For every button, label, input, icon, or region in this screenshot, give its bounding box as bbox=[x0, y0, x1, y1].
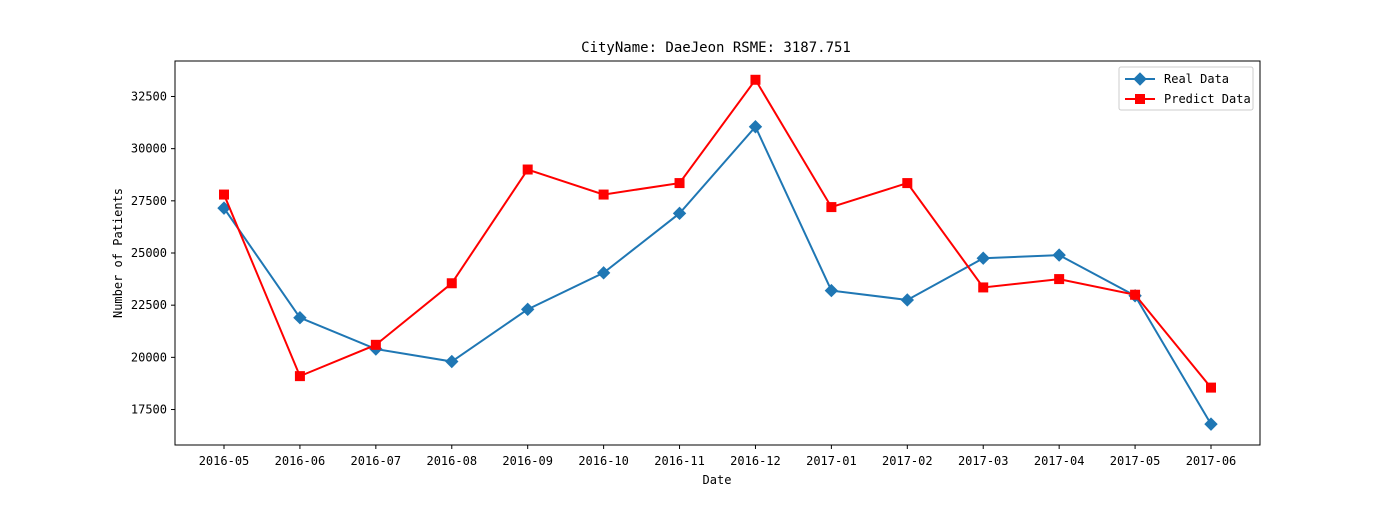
y-tick-label: 17500 bbox=[131, 403, 167, 417]
x-tick-label: 2016-12 bbox=[730, 454, 781, 468]
predict-data-point bbox=[598, 189, 609, 200]
x-tick-label: 2016-10 bbox=[578, 454, 629, 468]
real-data-point bbox=[1052, 248, 1066, 262]
predict-data-point bbox=[1130, 289, 1141, 300]
x-tick-label: 2016-08 bbox=[426, 454, 477, 468]
y-tick-label: 25000 bbox=[131, 246, 167, 260]
y-tick-label: 32500 bbox=[131, 89, 167, 103]
plot-frame bbox=[174, 60, 1261, 446]
x-tick-label: 2017-02 bbox=[882, 454, 933, 468]
x-tick-label: 2016-06 bbox=[275, 454, 326, 468]
x-tick-label: 2016-05 bbox=[199, 454, 250, 468]
real-data-point bbox=[824, 283, 839, 298]
x-tick-label: 2017-03 bbox=[958, 454, 1009, 468]
y-axis-title: Number of Patients bbox=[111, 188, 125, 318]
predict-data-point bbox=[750, 74, 761, 85]
real-data-point bbox=[1204, 417, 1218, 431]
x-tick-label: 2017-05 bbox=[1110, 454, 1161, 468]
legend-marker-real-data bbox=[1133, 72, 1147, 86]
x-tick-label: 2017-01 bbox=[806, 454, 857, 468]
x-axis-title: Date bbox=[703, 473, 732, 487]
legend-marker-predict-data bbox=[1135, 94, 1145, 104]
predict-data-point bbox=[370, 339, 381, 350]
x-tick-label: 2016-09 bbox=[502, 454, 553, 468]
real-data-line bbox=[223, 124, 1212, 425]
y-tick-label: 20000 bbox=[131, 350, 167, 364]
real-data-point bbox=[672, 206, 687, 221]
predict-data-point bbox=[522, 164, 533, 175]
predict-data-point bbox=[294, 371, 305, 382]
real-data-point bbox=[445, 354, 459, 369]
x-tick-label: 2017-04 bbox=[1034, 454, 1085, 468]
real-data-point bbox=[520, 302, 535, 317]
predict-data-point bbox=[902, 178, 913, 189]
real-data-point bbox=[293, 310, 307, 325]
chart-title: CityName: DaeJeon RSME: 3187.751 bbox=[581, 40, 851, 56]
predict-data-point bbox=[978, 282, 989, 293]
predict-data-point bbox=[1054, 274, 1065, 285]
y-tick-label: 27500 bbox=[131, 194, 167, 208]
legend: Real Data Predict Data bbox=[1118, 66, 1254, 111]
predict-data-point bbox=[674, 178, 685, 189]
predict-data-point bbox=[219, 189, 229, 200]
real-data-point bbox=[748, 120, 763, 134]
real-data-point bbox=[976, 251, 990, 265]
real-data-point bbox=[596, 266, 611, 280]
predict-data-point bbox=[1206, 382, 1216, 393]
predict-data-line bbox=[223, 77, 1212, 389]
real-data-point bbox=[900, 293, 915, 307]
x-tick-label: 2016-11 bbox=[654, 454, 705, 468]
predict-data-point bbox=[826, 202, 837, 213]
x-tick-label: 2016-07 bbox=[351, 454, 402, 468]
plot-area: 2016-05 2016-06 2016-07 2016-08 2016-09 2016-… bbox=[131, 74, 1237, 468]
legend-label-real-data: Real Data bbox=[1164, 72, 1229, 86]
y-tick-label: 22500 bbox=[131, 298, 167, 312]
legend-label-predict-data: Predict Data bbox=[1164, 92, 1251, 106]
predict-data-point bbox=[446, 278, 457, 289]
y-tick-label: 30000 bbox=[131, 142, 167, 156]
x-tick-label: 2017-06 bbox=[1186, 454, 1237, 468]
